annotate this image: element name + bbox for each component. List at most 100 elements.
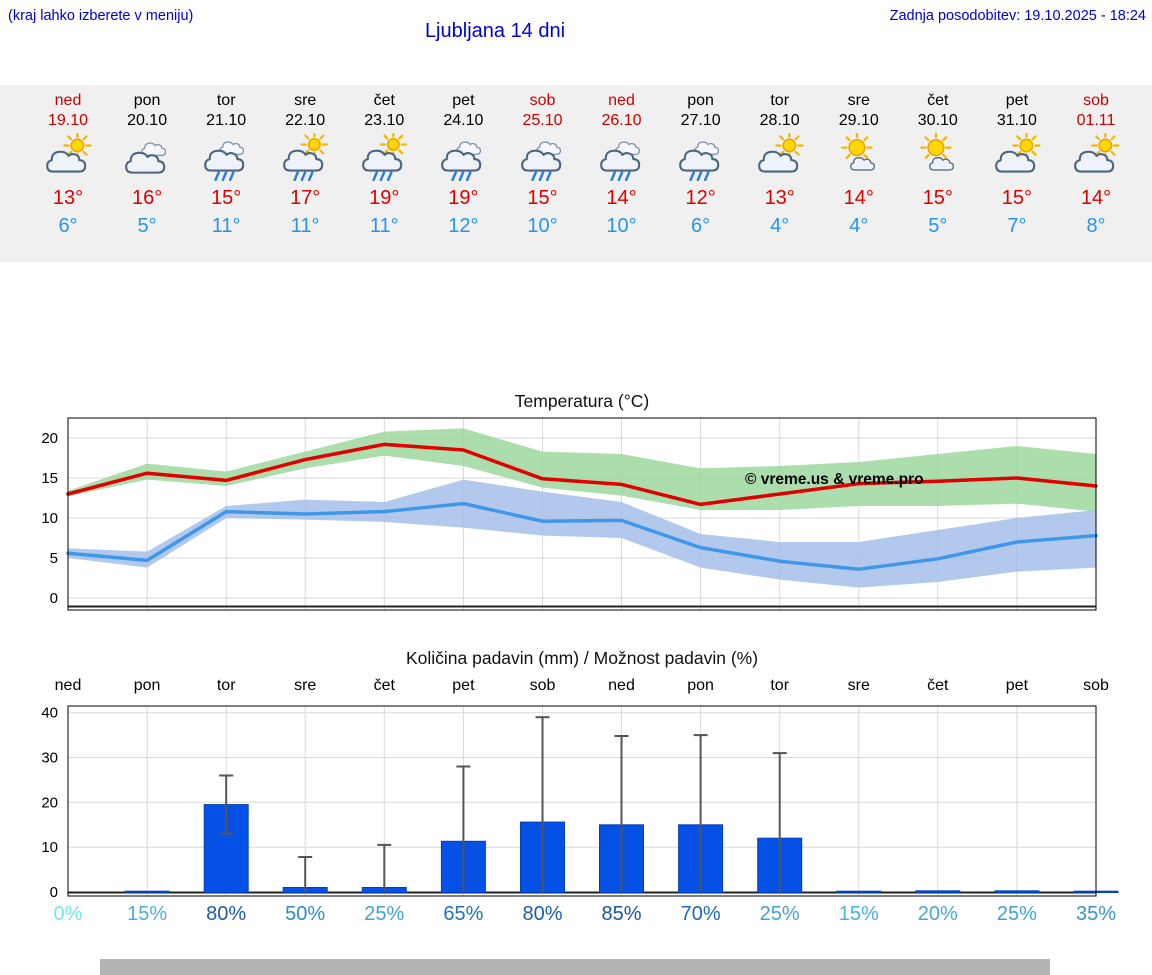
precip-day-label: tor — [216, 677, 236, 694]
weather-icon-wrap — [503, 133, 583, 185]
precip-probability: 80% — [522, 903, 563, 925]
day-name: sob — [529, 92, 556, 109]
day-date: 20.10 — [127, 112, 168, 129]
precip-day-label: čet — [927, 677, 949, 694]
day-column: tor 21.10 15° 11° — [186, 85, 266, 238]
weather-icon-wrap — [344, 130, 424, 185]
day-column: tor 28.10 13° 4° — [740, 85, 820, 238]
day-min-temp: 11° — [211, 215, 241, 237]
day-max-temp: 15° — [922, 187, 953, 209]
day-date: 24.10 — [443, 112, 484, 129]
sun-cloud-icon — [1074, 131, 1120, 173]
sun-cloud-icon — [995, 131, 1041, 173]
sun-small-cloud-icon — [919, 131, 954, 171]
day-date: 30.10 — [917, 112, 958, 129]
sun-cloud-icon — [46, 131, 92, 173]
day-column: pet 31.10 15° 7° — [977, 85, 1057, 238]
rain-cloud-icon — [678, 141, 719, 182]
day-column: pet 24.10 19° 12° — [423, 85, 503, 238]
day-name: pet — [1005, 92, 1029, 109]
precip-chart: 0 10 20 30 40 — [41, 705, 1119, 897]
day-min-temp: 11° — [290, 215, 320, 237]
svg-text:0: 0 — [50, 590, 58, 607]
rain-cloud-icon — [204, 141, 245, 182]
day-min-temp: 10° — [606, 215, 637, 237]
svg-text:5: 5 — [50, 550, 58, 567]
day-column: sre 22.10 17° 11° — [265, 85, 345, 238]
day-date: 23.10 — [364, 112, 405, 129]
location-hint: (kraj lahko izberete v meniju) — [8, 8, 194, 24]
weather-icon-wrap — [661, 133, 741, 185]
weather-icon-wrap — [265, 130, 345, 185]
day-date: 28.10 — [759, 112, 800, 129]
day-column: sob 01.11 14° 8° — [1056, 85, 1136, 238]
precip-day-label: tor — [770, 677, 790, 694]
precip-day-label: sob — [529, 677, 556, 694]
weather-icon-wrap — [977, 131, 1057, 185]
precip-day-label: ned — [54, 677, 82, 694]
day-min-temp: 5° — [928, 215, 948, 237]
day-date: 21.10 — [206, 112, 247, 129]
precip-probability: 15% — [127, 903, 168, 925]
precip-probability: 20% — [917, 903, 958, 925]
day-name: tor — [770, 92, 790, 109]
day-max-temp: 14° — [843, 187, 874, 209]
rain-cloud-icon — [599, 141, 640, 182]
precip-day-label: pet — [1005, 677, 1029, 694]
day-min-temp: 7° — [1007, 215, 1027, 237]
svg-text:20: 20 — [41, 430, 58, 447]
day-max-temp: 12° — [685, 187, 716, 209]
day-column: čet 23.10 19° 11° — [344, 85, 424, 238]
day-date: 31.10 — [996, 112, 1037, 129]
day-column: pon 27.10 12° 6° — [661, 85, 741, 238]
day-name: sob — [1083, 92, 1109, 109]
precip-day-labels-row: ned pon tor sre čet pet sob ned pon tor sre čet pet s… — [0, 677, 1152, 697]
svg-text:40: 40 — [41, 705, 58, 722]
weather-icon-wrap — [1056, 131, 1136, 185]
sun-rain-cloud-icon — [283, 130, 329, 182]
precip-probability: 70% — [680, 903, 721, 925]
weather-icon-wrap — [898, 131, 978, 185]
day-date: 25.10 — [522, 112, 563, 129]
weather-icon-wrap — [740, 131, 820, 185]
forecast-day-strip: ned 19.10 13° 6° pon 20.10 16° 5° tor 21.10 15° 11°… — [0, 85, 1152, 262]
precip-probability: 0% — [53, 903, 83, 925]
page-title: Ljubljana 14 dni — [424, 20, 566, 42]
day-max-temp: 16° — [131, 187, 163, 209]
precip-probability: 15% — [838, 903, 879, 925]
day-min-temp: 11° — [369, 215, 399, 237]
precip-day-label: čet — [373, 677, 395, 694]
weather-icon-wrap — [107, 133, 187, 185]
weather-icon-wrap — [186, 133, 266, 185]
day-column: ned 26.10 14° 10° — [582, 85, 662, 238]
weather-icon-wrap — [423, 133, 503, 185]
day-max-temp: 15° — [1001, 187, 1033, 209]
day-min-temp: 12° — [448, 215, 479, 237]
day-max-temp: 15° — [527, 187, 558, 209]
day-min-temp: 10° — [527, 215, 558, 237]
watermark: © vreme.us & vreme.pro — [745, 471, 924, 488]
temperature-chart: 0 5 10 15 20 © vreme.us & vreme.pro — [41, 417, 1098, 611]
day-column: čet 30.10 15° 5° — [898, 85, 978, 238]
day-name: pon — [687, 92, 714, 109]
day-max-temp: 14° — [606, 187, 637, 209]
day-name: sre — [294, 92, 317, 109]
svg-text:30: 30 — [41, 750, 58, 767]
day-date: 19.10 — [47, 112, 89, 129]
day-name: čet — [373, 92, 395, 109]
day-max-temp: 17° — [290, 187, 321, 209]
svg-text:10: 10 — [41, 839, 58, 856]
day-max-temp: 14° — [1080, 187, 1112, 209]
day-date: 27.10 — [680, 112, 721, 129]
day-name: pet — [452, 92, 475, 109]
day-max-temp: 13° — [764, 187, 795, 209]
precip-probability: 25% — [759, 903, 800, 925]
day-max-temp: 19° — [448, 187, 479, 209]
precip-day-label: pet — [452, 677, 475, 694]
last-updated: Zadnja posodobitev: 19.10.2025 - 18:24 — [889, 8, 1146, 24]
precip-day-label: pon — [133, 677, 161, 694]
day-column: sre 29.10 14° 4° — [819, 85, 899, 238]
day-max-temp: 13° — [52, 187, 84, 209]
precip-day-label: sob — [1083, 677, 1109, 694]
day-name: tor — [216, 92, 236, 109]
